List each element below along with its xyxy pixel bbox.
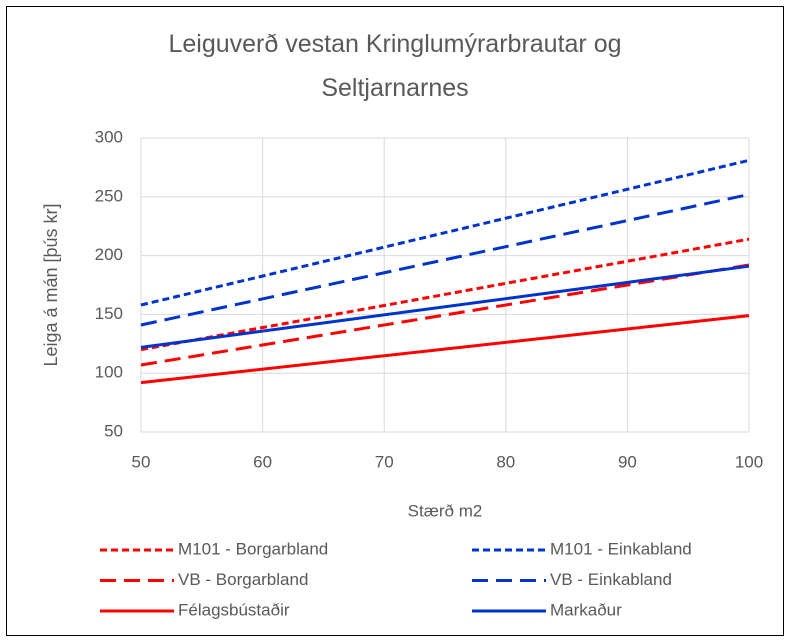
- x-tick-label: 80: [496, 452, 515, 471]
- y-tick-label: 100: [95, 363, 123, 382]
- line-series: [140, 264, 750, 349]
- legend-label: Félagsbústaðir: [178, 600, 290, 619]
- y-tick-label: 50: [104, 421, 123, 440]
- x-tick-label: 50: [132, 452, 151, 471]
- line-series: [140, 263, 750, 367]
- legend-label: Markaður: [550, 600, 622, 619]
- y-tick-label: 250: [95, 186, 123, 205]
- chart-border: [6, 6, 784, 636]
- legend-label: VB - Einkabland: [550, 570, 672, 589]
- y-tick-label: 300: [95, 127, 123, 146]
- x-axis-label: Stærð m2: [408, 501, 483, 520]
- x-tick-label: 100: [735, 452, 763, 471]
- chart-title: Leiguverð vestan Kringlumýrarbrautar og …: [168, 30, 622, 102]
- legend-label: M101 - Einkabland: [550, 539, 692, 558]
- x-tick-label: 70: [375, 452, 394, 471]
- y-tick-label: 150: [95, 304, 123, 323]
- y-tick-label: 200: [95, 245, 123, 264]
- y-axis-label: Leiga á mán [þús kr]: [41, 203, 61, 366]
- legend-label: VB - Borgarbland: [178, 570, 308, 589]
- line-series: [140, 192, 750, 327]
- legend-label: M101 - Borgarbland: [178, 539, 328, 558]
- line-series: [140, 237, 750, 352]
- x-tick-label: 60: [253, 452, 272, 471]
- line-series: [140, 314, 750, 385]
- x-tick-label: 90: [618, 452, 637, 471]
- line-series: [140, 158, 750, 307]
